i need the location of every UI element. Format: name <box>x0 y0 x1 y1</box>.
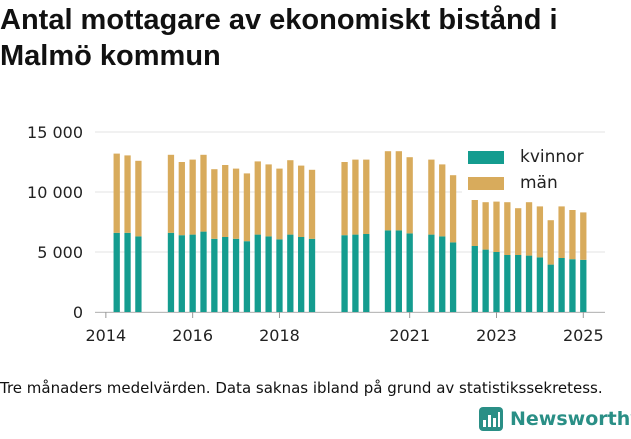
bar-man <box>558 206 565 258</box>
bar-kvinnor <box>504 255 511 312</box>
bar-kvinnor <box>482 249 489 312</box>
bar-man <box>178 162 185 236</box>
footnote: Tre månaders medelvärden. Data saknas ib… <box>0 379 603 397</box>
bar-kvinnor <box>189 234 196 312</box>
bar-man <box>439 164 446 237</box>
bar-man <box>211 169 218 239</box>
bar-man <box>254 161 261 235</box>
bar-man <box>135 160 142 237</box>
bar-man <box>298 165 305 237</box>
chart-title: Antal mottagare av ekonomiskt bistånd i … <box>0 4 558 72</box>
bar-man <box>384 151 392 231</box>
bar-man <box>308 169 316 239</box>
x-tick-label: 2023 <box>476 326 517 345</box>
bar-kvinnor <box>428 234 435 312</box>
y-tick-label: 10 000 <box>27 183 83 202</box>
chart-logo-icon <box>479 407 503 431</box>
bar-kvinnor <box>276 239 283 312</box>
bar-kvinnor <box>493 252 500 312</box>
bar-man <box>287 160 294 235</box>
legend-label-man: män <box>520 173 558 193</box>
bar-kvinnor <box>135 236 142 312</box>
bar-kvinnor <box>124 232 131 312</box>
bar-man <box>352 159 359 235</box>
bar-man <box>341 162 348 236</box>
bar-kvinnor <box>406 233 413 312</box>
bar-man <box>493 201 500 252</box>
bar-kvinnor <box>113 232 120 312</box>
bar-kvinnor <box>243 241 251 312</box>
bar-man <box>580 212 587 260</box>
legend-item-man: män <box>468 170 608 196</box>
brand-logo[interactable]: Newsworthy <box>478 406 631 432</box>
bar-kvinnor <box>308 238 316 312</box>
bar-man <box>536 206 544 258</box>
brand-name: Newsworthy <box>510 408 631 430</box>
x-tick-label: 2016 <box>172 326 213 345</box>
bar-man <box>395 151 402 231</box>
bar-man <box>428 159 435 235</box>
bar-man <box>222 165 229 237</box>
bar-kvinnor <box>222 237 229 312</box>
bar-man <box>525 202 533 256</box>
bar-kvinnor <box>265 236 272 312</box>
bar-kvinnor <box>580 259 587 312</box>
bar-kvinnor <box>547 264 554 312</box>
bar-kvinnor <box>211 238 218 312</box>
legend-item-kvinnor: kvinnor <box>468 144 608 170</box>
bar-kvinnor <box>449 242 457 312</box>
bar-man <box>515 208 522 255</box>
bar-man <box>406 157 413 234</box>
bar-kvinnor <box>525 255 533 312</box>
bar-man <box>200 154 207 232</box>
legend-label-kvinnor: kvinnor <box>520 147 584 167</box>
bar-man <box>363 159 370 234</box>
bar-kvinnor <box>384 230 392 312</box>
bar-man <box>124 155 131 233</box>
bar-man <box>547 220 554 265</box>
bar-kvinnor <box>232 238 240 312</box>
x-tick-label: 2025 <box>563 326 604 345</box>
bar-kvinnor <box>341 235 348 312</box>
y-tick-label: 5 000 <box>37 243 83 262</box>
legend-swatch-kvinnor <box>468 150 504 164</box>
bar-kvinnor <box>352 234 359 312</box>
bar-kvinnor <box>287 234 294 312</box>
y-tick-label: 0 <box>73 303 83 322</box>
bar-man <box>243 173 251 242</box>
bar-kvinnor <box>558 258 565 312</box>
bar-man <box>167 154 175 233</box>
bar-man <box>265 164 272 237</box>
bar-kvinnor <box>569 259 576 312</box>
x-tick-label: 2018 <box>259 326 300 345</box>
bar-man <box>232 168 240 239</box>
y-tick-label: 15 000 <box>27 123 83 142</box>
bar-man <box>569 210 576 260</box>
bar-man <box>276 168 283 240</box>
bar-kvinnor <box>471 246 478 312</box>
bar-kvinnor <box>439 236 446 312</box>
bar-kvinnor <box>254 234 261 312</box>
legend-swatch-man <box>468 176 504 190</box>
bar-man <box>113 153 120 233</box>
stacked-bar-chart: 0 5 000 10 000 15 000 2014 2016 2018 2021 2023 20… <box>27 123 605 345</box>
bar-kvinnor <box>178 235 185 312</box>
bar-man <box>482 202 489 250</box>
bar-man <box>189 159 196 235</box>
bar-kvinnor <box>395 230 402 312</box>
legend: kvinnor män <box>462 140 608 200</box>
x-tick-label: 2021 <box>389 326 430 345</box>
bar-kvinnor <box>536 257 544 312</box>
bar-kvinnor <box>200 231 207 312</box>
x-tick-label: 2014 <box>85 326 126 345</box>
bar-man <box>504 202 511 255</box>
bar-man <box>471 183 478 246</box>
bar-kvinnor <box>363 234 370 312</box>
chart-area: 0 5 000 10 000 15 000 2014 2016 2018 2021 2023 20… <box>0 112 631 352</box>
bar-kvinnor <box>167 232 175 312</box>
bar-kvinnor <box>515 255 522 312</box>
bar-man <box>449 175 457 243</box>
bar-kvinnor <box>298 237 305 312</box>
